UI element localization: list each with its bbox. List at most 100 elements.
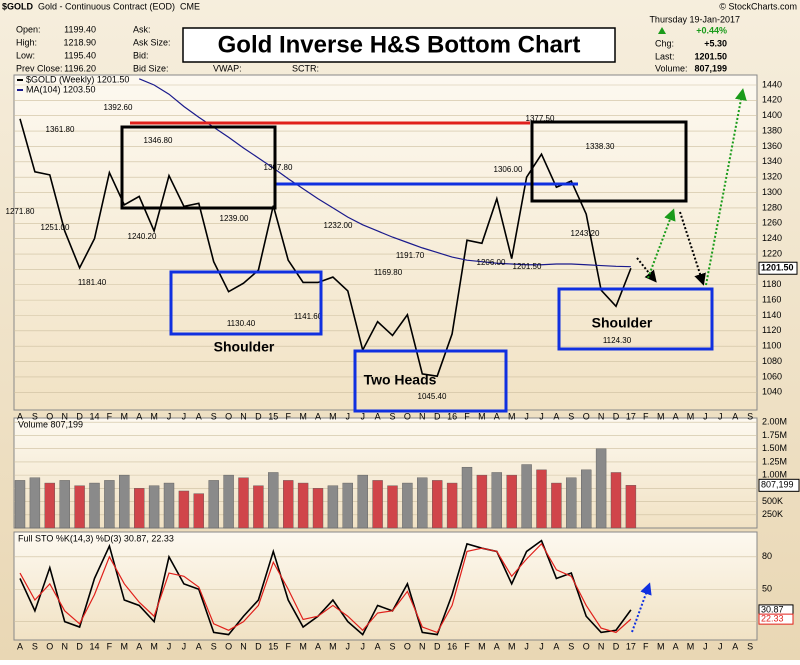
price-label: 1191.70 [396, 251, 425, 260]
header: $GOLD Gold - Continuous Contract (EOD) C… [2, 1, 797, 73]
price-label: 1240.20 [128, 232, 157, 241]
x-tick-label: O [46, 641, 53, 651]
field: Last: [655, 51, 675, 61]
y-tick-label: 1160 [762, 295, 781, 305]
x-tick-label: 14 [89, 641, 99, 651]
field-label: Open: [16, 24, 41, 34]
price-label: 1243.20 [571, 229, 600, 238]
volume-bar [163, 482, 175, 529]
x-tick-label: J [703, 641, 708, 651]
x-tick-label: F [285, 411, 291, 421]
x-tick-label: M [478, 411, 486, 421]
price-label: 1377.50 [526, 114, 555, 123]
last-tag: 807,199 [761, 480, 794, 490]
y-tick-label: 80 [762, 551, 772, 561]
x-tick-label: S [747, 411, 753, 421]
volume-bar [268, 472, 279, 529]
price-label: 1201.50 [513, 262, 542, 271]
field: SCTR: [292, 63, 319, 73]
volume-bar [357, 474, 368, 529]
x-tick-label: D [255, 411, 262, 421]
x-tick-label: A [553, 641, 559, 651]
x-tick-label: M [657, 641, 665, 651]
volume-bar [432, 480, 443, 529]
field-label: Prev Close: [16, 63, 63, 73]
volume-bar [625, 485, 637, 529]
x-tick-label: J [346, 411, 351, 421]
x-tick-label: M [478, 641, 486, 651]
volume-bar [104, 480, 115, 529]
volume-bar [178, 490, 190, 529]
volume-bar [536, 469, 547, 529]
x-tick-label: M [150, 641, 158, 651]
x-tick-label: J [167, 641, 172, 651]
volume-bar [566, 477, 577, 529]
x-tick-label: A [375, 411, 381, 421]
x-tick-label: N [61, 641, 68, 651]
volume-bar [387, 485, 398, 529]
field-value: 1195.40 [64, 50, 96, 60]
y-tick-label: 1.75M [762, 430, 787, 440]
x-tick-label: M [687, 641, 695, 651]
y-tick-label: 1280 [762, 202, 782, 212]
volume-bar [297, 482, 309, 529]
x-tick-label: S [32, 641, 38, 651]
series-line [138, 78, 631, 268]
x-tick-label: J [167, 411, 172, 421]
y-tick-label: 50 [762, 584, 772, 594]
x-tick-label: N [240, 411, 247, 421]
y-tick-label: 1140 [762, 310, 781, 320]
price-label: 1346.80 [144, 136, 173, 145]
y-tick-label: 1080 [762, 356, 782, 366]
x-tick-label: F [107, 411, 113, 421]
volume-bar [74, 485, 85, 529]
chg: +5.30 [704, 38, 727, 48]
symbol: $GOLD [2, 1, 34, 11]
legend-label: $GOLD (Weekly) 1201.50 [26, 74, 129, 84]
annotation: Shoulder [592, 315, 653, 331]
x-tick-label: M [508, 641, 516, 651]
field: Bid: [133, 50, 149, 60]
x-tick-label: A [732, 641, 738, 651]
y-tick-label: 1320 [762, 172, 782, 182]
arrow [647, 208, 676, 279]
x-tick-label: A [196, 641, 202, 651]
field: Bid Size: [133, 63, 169, 73]
field: Ask Size: [133, 37, 171, 47]
field-value: 1196.20 [64, 63, 96, 73]
series-line [19, 542, 632, 634]
x-tick-label: N [598, 411, 605, 421]
x-tick-label: J [524, 411, 529, 421]
x-tick-label: F [464, 641, 470, 651]
exchange: CME [180, 1, 200, 11]
x-tick-label: A [17, 641, 23, 651]
volume-bar [595, 448, 607, 529]
box [120, 125, 277, 210]
y-tick-label: 1.00M [762, 469, 787, 479]
volume-bar [461, 466, 473, 529]
box [353, 349, 508, 413]
x-tick-label: 16 [447, 641, 457, 651]
x-tick-label: S [568, 641, 574, 651]
field: Ask: [133, 24, 151, 34]
x-tick-label: N [61, 411, 68, 421]
volume-bar [89, 482, 100, 529]
x-tick-label: D [76, 411, 83, 421]
legend-label: MA(104) 1203.50 [26, 84, 96, 94]
volume-bar [312, 488, 324, 529]
volume-bar [59, 480, 70, 529]
volume-bar [476, 474, 488, 529]
price-label: 1251.00 [41, 223, 70, 232]
price-label: 1124.30 [603, 336, 632, 345]
price-label: 1392.60 [104, 103, 133, 112]
y-tick-label: 1340 [762, 156, 782, 166]
series-line [19, 539, 632, 636]
volume-bar [119, 474, 130, 529]
x-tick-label: J [182, 411, 187, 421]
x-tick-label: D [434, 411, 441, 421]
y-tick-label: 1100 [762, 341, 781, 351]
x-tick-label: 14 [89, 411, 99, 421]
volume-bar [506, 474, 517, 529]
x-tick-label: D [76, 641, 83, 651]
volume-bar [327, 485, 339, 529]
